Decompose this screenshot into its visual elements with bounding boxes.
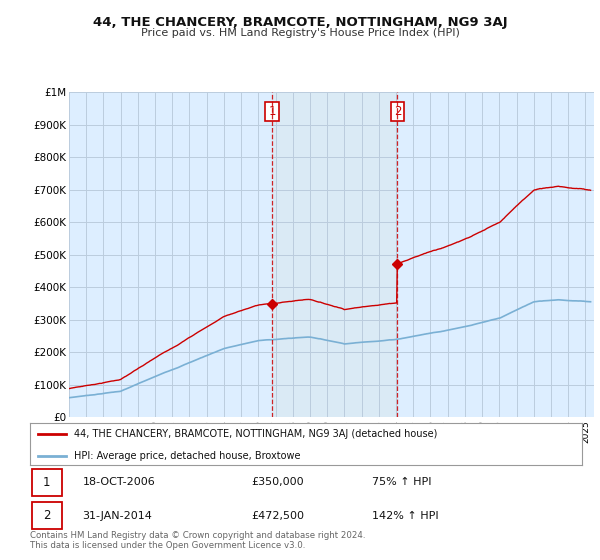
- Bar: [272, 92, 397, 417]
- Text: 18-OCT-2006: 18-OCT-2006: [82, 477, 155, 487]
- Text: £472,500: £472,500: [251, 511, 304, 521]
- Text: £350,000: £350,000: [251, 477, 304, 487]
- Text: 1: 1: [268, 105, 276, 118]
- Text: HPI: Average price, detached house, Broxtowe: HPI: Average price, detached house, Brox…: [74, 451, 301, 460]
- Text: Contains HM Land Registry data © Crown copyright and database right 2024.
This d: Contains HM Land Registry data © Crown c…: [30, 531, 365, 550]
- Text: 44, THE CHANCERY, BRAMCOTE, NOTTINGHAM, NG9 3AJ (detached house): 44, THE CHANCERY, BRAMCOTE, NOTTINGHAM, …: [74, 429, 437, 439]
- Text: 1: 1: [43, 476, 50, 489]
- FancyBboxPatch shape: [32, 469, 62, 496]
- Text: 75% ↑ HPI: 75% ↑ HPI: [372, 477, 432, 487]
- Text: 2: 2: [394, 105, 401, 118]
- Text: 31-JAN-2014: 31-JAN-2014: [82, 511, 152, 521]
- Text: Price paid vs. HM Land Registry's House Price Index (HPI): Price paid vs. HM Land Registry's House …: [140, 28, 460, 38]
- Text: 2: 2: [43, 509, 50, 522]
- FancyBboxPatch shape: [32, 502, 62, 529]
- Text: 142% ↑ HPI: 142% ↑ HPI: [372, 511, 439, 521]
- Text: 44, THE CHANCERY, BRAMCOTE, NOTTINGHAM, NG9 3AJ: 44, THE CHANCERY, BRAMCOTE, NOTTINGHAM, …: [92, 16, 508, 29]
